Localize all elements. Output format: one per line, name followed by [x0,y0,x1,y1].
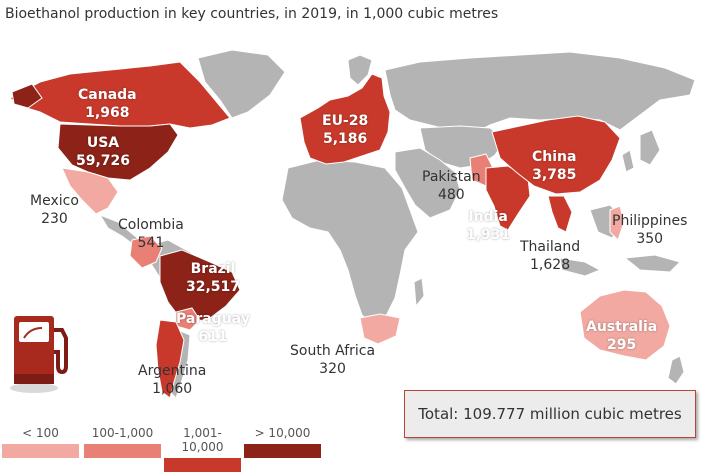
legend-label: 100-1,000 [91,426,154,440]
legend-swatch [164,458,241,472]
label-paraguay: Paraguay 611 [176,311,250,345]
label-eu28: EU-28 5,186 [322,113,369,147]
usa-shape [11,83,179,181]
legend-item: > 10,000 [244,426,321,458]
label-south-africa: South Africa 320 [290,343,376,377]
label-philippines: Philippines 350 [612,213,688,247]
middle-east [394,147,461,219]
world-map [9,49,696,399]
madagascar [413,277,425,308]
label-brazil: Brazil 32,517 [186,261,241,295]
africa [281,159,419,326]
label-mexico: Mexico 230 [30,193,79,227]
label-colombia: Colombia 541 [118,217,184,251]
south-africa-shape [359,313,401,345]
australia-shape [579,289,671,361]
japan-korea [621,129,661,173]
argentina-shape [155,319,185,399]
legend-label: 1,001-10,000 [181,426,224,454]
new-zealand [667,355,685,385]
legend-item: 1,001-10,000 [164,426,241,472]
eu28-shape [299,73,391,165]
label-argentina: Argentina 1,060 [138,363,207,397]
label-india: India 1,931 [466,209,511,243]
philippines-shape [609,205,625,241]
label-thailand: Thailand 1,628 [520,239,581,273]
thailand-shape [547,195,573,233]
legend-item: < 100 [2,426,79,458]
label-usa: USA 59,726 [76,135,131,169]
fuel-pump-icon [10,316,68,393]
russia [384,51,696,136]
total-box: Total: 109.777 million cubic metres [404,390,696,438]
legend-item: 100-1,000 [84,426,161,458]
canada-shape [9,61,231,129]
china-shape [491,115,621,195]
label-canada: Canada 1,968 [78,87,137,121]
legend-swatch [84,444,161,458]
colombia-shape [129,235,163,269]
brazil-shape [159,249,241,323]
legend-label: > 10,000 [254,426,311,440]
legend-label: < 100 [22,426,59,440]
scandinavia-rest [347,54,373,86]
label-australia: Australia 295 [586,319,658,353]
legend-swatch [244,444,321,458]
greenland [197,49,286,119]
label-pakistan: Pakistan 480 [422,169,481,203]
legend-swatch [2,444,79,458]
label-china: China 3,785 [532,149,577,183]
map-title: Bioethanol production in key countries, … [5,6,499,22]
mexico-shape [61,167,119,215]
